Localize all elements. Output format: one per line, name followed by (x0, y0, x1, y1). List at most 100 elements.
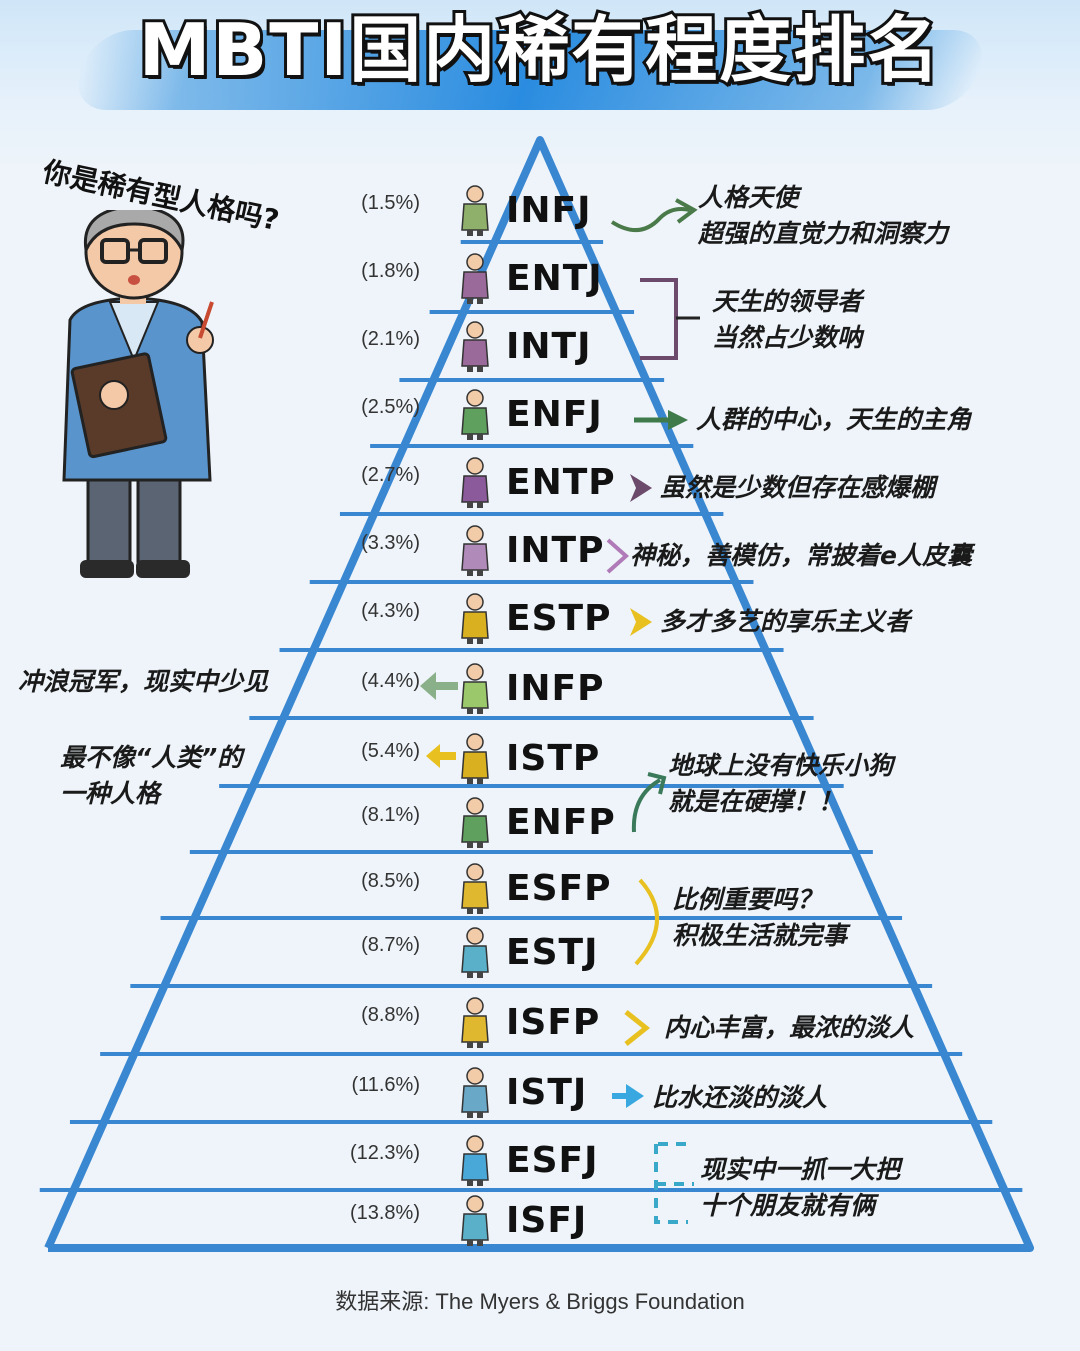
debater-figure-icon (461, 457, 489, 508)
percentage-label: (4.3%) (361, 600, 420, 622)
ranking-row: (13.8%) ISFJ (0, 1194, 1080, 1254)
mbti-type-label: INTP (506, 530, 605, 571)
mbti-type-label: ESTP (506, 598, 612, 639)
entp-chevron-icon (630, 474, 652, 502)
percentage-label: (8.8%) (361, 1004, 420, 1026)
mbti-type-label: ISFP (506, 1002, 601, 1043)
entj-intj-bracket-icon (640, 278, 678, 360)
percentage-label: (2.1%) (361, 328, 420, 350)
note-esfj-isfj-line2: 十个朋友就有俩 (700, 1191, 876, 1220)
note-estp: 多才多艺的享乐主义者 (660, 607, 911, 636)
mbti-type-label: ISFJ (506, 1200, 588, 1241)
enfp-arrow-icon (631, 778, 662, 833)
note-esfp-estj-line2: 积极生活就完事 (672, 921, 848, 950)
note-intp: 神秘，善模仿，常披着e人皮囊 (630, 541, 972, 570)
esfj-isfj-bracket-icon (654, 1142, 688, 1224)
percentage-label: (8.1%) (361, 804, 420, 826)
pyramid-outline (44, 136, 1034, 1252)
logician-figure-icon (461, 525, 489, 576)
campaigner-figure-icon (461, 797, 489, 848)
percentage-label: (11.6%) (351, 1074, 420, 1096)
virtuoso-figure-icon (461, 733, 489, 784)
ranking-row: (12.3%) ESFJ (0, 1134, 1080, 1194)
mbti-type-label: ISTJ (506, 1072, 588, 1113)
note-entj-intj-line1: 天生的领导者 (712, 287, 863, 316)
percentage-label: (8.7%) (361, 934, 420, 956)
percentage-label: (4.4%) (361, 670, 420, 692)
ranking-row: (8.1%) ENFP (0, 796, 1080, 856)
infj-arrow-icon (610, 207, 691, 232)
note-istp-line2: 一种人格 (60, 779, 161, 808)
ranking-row: (5.4%) ISTP (0, 732, 1080, 792)
mbti-type-label: ESTJ (506, 932, 599, 973)
esfp-estj-bracket-icon (634, 878, 660, 966)
note-esfj-isfj-line1: 现实中一抓一大把 (700, 1155, 901, 1184)
ranking-row: (2.7%) ENTP (0, 456, 1080, 516)
note-istj: 比水还淡的淡人 (652, 1083, 828, 1112)
pyramid-lines (39, 136, 1034, 1252)
percentage-label: (12.3%) (349, 1142, 420, 1164)
consul-figure-icon (461, 1135, 489, 1186)
ranking-row: (2.1%) INTJ (0, 320, 1080, 380)
ranking-row: (1.8%) ENTJ (0, 252, 1080, 312)
istp-arrow-icon (426, 744, 456, 768)
note-isfp: 内心丰富，最浓的淡人 (664, 1013, 915, 1042)
note-entj-intj-line2: 当然占少数呐 (712, 323, 863, 352)
adventurer-figure-icon (461, 997, 489, 1048)
mbti-type-label: ESFJ (506, 1140, 599, 1181)
ranking-row: (4.3%) ESTP (0, 592, 1080, 652)
ranking-row: (2.5%) ENFJ (0, 388, 1080, 448)
page-title: MBTI国内稀有程度排名 (136, 5, 942, 95)
architect-figure-icon (461, 321, 489, 372)
mbti-type-label: ISTP (506, 738, 601, 779)
percentage-label: (3.3%) (361, 532, 420, 554)
note-enfj: 人群的中心，天生的主角 (696, 405, 972, 434)
estp-chevron-icon (630, 608, 652, 636)
note-infj-line2: 超强的直觉力和洞察力 (698, 219, 949, 248)
infp-arrow-icon (420, 672, 458, 700)
executive-figure-icon (461, 927, 489, 978)
ranking-row: (11.6%) ISTJ (0, 1066, 1080, 1126)
mbti-type-label: ENFJ (506, 394, 603, 435)
ranking-row: (8.8%) ISFP (0, 996, 1080, 1056)
note-istp-line1: 最不像“人类”的 (60, 743, 243, 772)
percentage-label: (2.5%) (361, 396, 420, 418)
mbti-type-label: INFJ (506, 190, 592, 231)
percentage-label: (1.8%) (361, 260, 420, 282)
note-infp: 冲浪冠军，现实中少见 (18, 667, 269, 696)
note-infj-line1: 人格天使 (698, 183, 799, 212)
percentage-label: (8.5%) (361, 870, 420, 892)
defender-figure-icon (461, 1195, 489, 1246)
mediator-figure-icon (461, 663, 489, 714)
percentage-label: (2.7%) (361, 464, 420, 486)
mbti-type-label: ENFP (506, 802, 616, 843)
sage-figure-icon (461, 185, 489, 236)
data-source: 数据来源: The Myers & Briggs Foundation (335, 1289, 745, 1314)
percentage-label: (5.4%) (361, 740, 420, 762)
ranking-row: (8.7%) ESTJ (0, 926, 1080, 986)
logistician-figure-icon (461, 1067, 489, 1118)
ranking-row: (3.3%) INTP (0, 524, 1080, 584)
commander-figure-icon (461, 253, 489, 304)
mbti-type-label: INTJ (506, 326, 592, 367)
mbti-type-label: INFP (506, 668, 605, 709)
isfp-chevron-icon (624, 1010, 651, 1046)
protagonist-figure-icon (461, 389, 489, 440)
professor-character-icon (62, 210, 214, 578)
entrepreneur-figure-icon (461, 593, 489, 644)
note-entp: 虽然是少数但存在感爆棚 (660, 473, 936, 502)
intp-chevron-icon (606, 538, 630, 574)
ranking-row: (8.5%) ESFP (0, 862, 1080, 922)
mbti-type-label: ENTP (506, 462, 616, 503)
mbti-type-label: ESFP (506, 868, 612, 909)
percentage-label: (1.5%) (361, 192, 420, 214)
note-enfp-line1: 地球上没有快乐小狗 (668, 751, 894, 780)
note-esfp-estj-line1: 比例重要吗？ (672, 885, 823, 914)
percentage-label: (13.8%) (349, 1202, 420, 1224)
ranking-row: (4.4%) INFP (0, 662, 1080, 722)
ranking-row: (1.5%) INFJ (0, 184, 1080, 244)
note-enfp-line2: 就是在硬撑！！ (668, 787, 844, 816)
entertainer-figure-icon (461, 863, 489, 914)
